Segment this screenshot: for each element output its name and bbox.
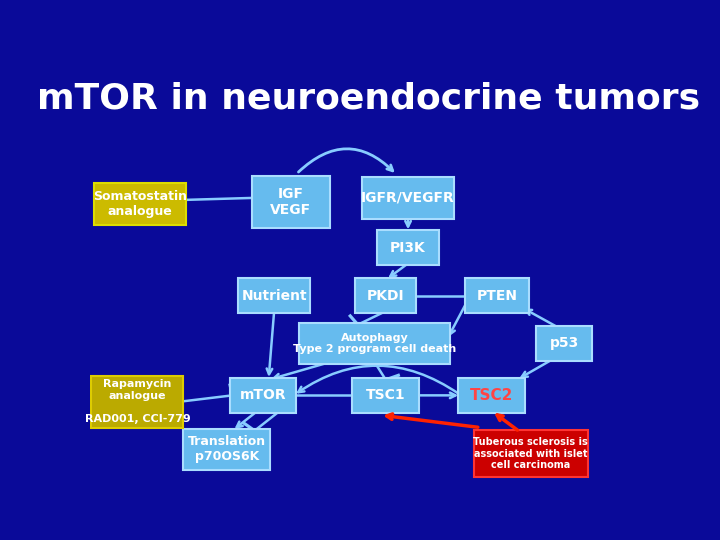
Text: TSC2: TSC2 xyxy=(470,388,513,403)
FancyBboxPatch shape xyxy=(355,278,416,313)
FancyBboxPatch shape xyxy=(238,278,310,313)
Text: mTOR in neuroendocrine tumors: mTOR in neuroendocrine tumors xyxy=(37,81,701,115)
FancyBboxPatch shape xyxy=(536,326,592,361)
FancyBboxPatch shape xyxy=(465,278,529,313)
FancyBboxPatch shape xyxy=(184,429,270,470)
Text: Translation
p70OS6K: Translation p70OS6K xyxy=(188,435,266,463)
FancyBboxPatch shape xyxy=(94,183,186,225)
Text: p53: p53 xyxy=(549,336,579,350)
FancyBboxPatch shape xyxy=(377,230,438,266)
FancyBboxPatch shape xyxy=(300,322,450,364)
FancyBboxPatch shape xyxy=(252,176,330,228)
FancyBboxPatch shape xyxy=(474,430,588,477)
Text: Autophagy
Type 2 program cell death: Autophagy Type 2 program cell death xyxy=(293,333,456,354)
Text: mTOR: mTOR xyxy=(240,388,287,402)
Text: Somatostatin
analogue: Somatostatin analogue xyxy=(93,190,187,218)
Text: TSC1: TSC1 xyxy=(366,388,405,402)
Text: IGF
VEGF: IGF VEGF xyxy=(270,187,312,217)
Text: IGFR/VEGFR: IGFR/VEGFR xyxy=(361,191,455,205)
FancyBboxPatch shape xyxy=(362,177,454,219)
Text: PKDI: PKDI xyxy=(367,288,405,302)
Text: PI3K: PI3K xyxy=(390,241,426,255)
Text: PTEN: PTEN xyxy=(477,288,518,302)
FancyBboxPatch shape xyxy=(352,377,419,413)
Text: Rapamycin
analogue

RAD001, CCI-779: Rapamycin analogue RAD001, CCI-779 xyxy=(84,379,190,424)
FancyBboxPatch shape xyxy=(458,377,526,413)
FancyBboxPatch shape xyxy=(230,377,297,413)
Text: Tuberous sclerosis is
associated with islet
cell carcinoma: Tuberous sclerosis is associated with is… xyxy=(474,437,588,470)
FancyBboxPatch shape xyxy=(91,376,184,428)
Text: Nutrient: Nutrient xyxy=(241,288,307,302)
